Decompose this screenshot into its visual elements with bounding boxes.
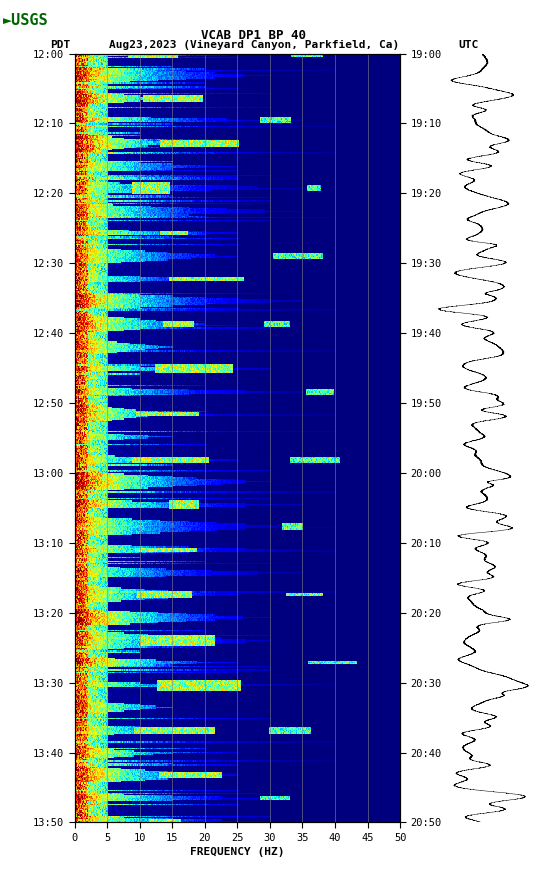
Text: VCAB DP1 BP 40: VCAB DP1 BP 40 — [201, 29, 306, 42]
X-axis label: FREQUENCY (HZ): FREQUENCY (HZ) — [190, 847, 285, 857]
Text: ►USGS: ►USGS — [3, 13, 49, 29]
Text: Aug23,2023 (Vineyard Canyon, Parkfield, Ca): Aug23,2023 (Vineyard Canyon, Parkfield, … — [109, 40, 399, 50]
Text: PDT: PDT — [50, 40, 70, 50]
Text: UTC: UTC — [458, 40, 479, 50]
